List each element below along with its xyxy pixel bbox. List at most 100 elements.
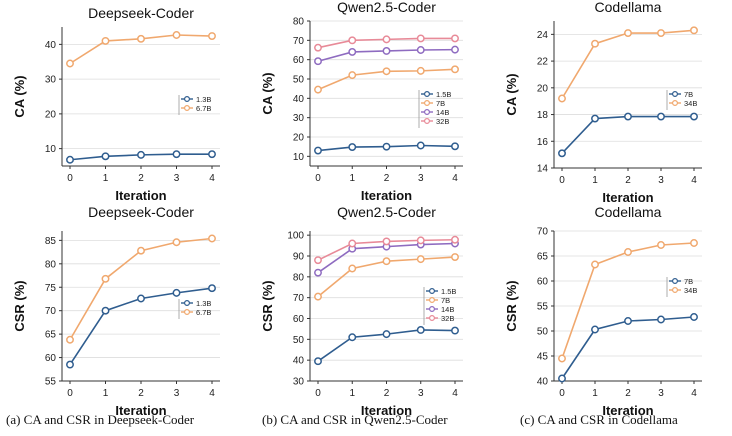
legend-label: 6.7B: [196, 104, 211, 113]
data-point-1.3B: [101, 306, 110, 315]
data-point-6.7B: [137, 246, 145, 255]
data-point-6.7B: [172, 31, 181, 39]
data-point-14B: [314, 268, 322, 277]
x-tick-label: 2: [625, 175, 631, 186]
y-tick-label: 10: [45, 144, 57, 155]
chart-title: Qwen2.5-Coder: [337, 0, 436, 15]
legend-marker: [184, 309, 191, 316]
x-tick-label: 1: [103, 388, 109, 399]
data-point-34B: [657, 29, 665, 37]
series-line-34B: [561, 242, 695, 359]
data-point-1.5B: [451, 326, 459, 335]
data-point-1.3B: [66, 360, 74, 369]
data-point-7B: [657, 112, 665, 121]
legend-label: 32B: [441, 314, 454, 323]
y-tick-label: 10: [293, 152, 305, 163]
y-tick-label: 80: [45, 259, 57, 270]
legend-label: 34B: [684, 286, 697, 295]
y-axis-label: CA (%): [260, 72, 275, 114]
legend-label: 32B: [436, 117, 449, 126]
y-tick-label: 70: [293, 293, 305, 304]
y-tick-label: 30: [293, 113, 305, 124]
data-point-1.5B: [348, 143, 357, 152]
legend-marker: [429, 315, 436, 322]
y-tick-label: 22: [537, 57, 549, 68]
caption-a: (a) CA and CSR in Deepseek-Coder: [6, 412, 195, 427]
data-point-14B: [451, 45, 459, 54]
data-point-7B: [348, 71, 357, 80]
legend-marker: [424, 99, 431, 106]
data-point-32B: [382, 35, 391, 44]
y-tick-label: 45: [537, 352, 549, 363]
x-tick-label: 0: [559, 388, 565, 399]
legend-marker: [671, 90, 678, 97]
x-tick-label: 3: [418, 388, 424, 399]
y-tick-label: 18: [537, 110, 549, 121]
y-tick-label: 24: [537, 30, 549, 41]
x-tick-label: 1: [592, 388, 598, 399]
y-tick-label: 40: [537, 377, 549, 388]
x-tick-label: 4: [691, 175, 697, 186]
data-point-32B: [314, 43, 322, 52]
data-point-7B: [558, 149, 566, 158]
legend-label: 1.5B: [441, 287, 456, 296]
y-tick-label: 40: [45, 40, 57, 51]
y-tick-label: 50: [293, 335, 305, 346]
y-tick-label: 55: [45, 377, 57, 388]
y-tick-label: 16: [537, 137, 549, 148]
y-axis-label: CA (%): [12, 75, 27, 117]
data-point-14B: [314, 57, 322, 66]
legend-marker: [429, 306, 436, 313]
x-axis-label: Iteration: [361, 188, 412, 203]
caption-b: (b) CA and CSR in Qwen2.5-Coder: [262, 412, 448, 427]
data-point-32B: [348, 36, 357, 45]
x-axis-label: Iteration: [361, 403, 412, 418]
x-tick-label: 3: [658, 388, 664, 399]
data-point-34B: [624, 29, 632, 37]
x-tick-label: 2: [138, 173, 144, 184]
data-point-6.7B: [172, 238, 181, 247]
legend-marker: [429, 297, 436, 304]
legend-label: 7B: [436, 99, 445, 108]
chart-title: Deepseek-Coder: [88, 5, 194, 21]
data-point-1.5B: [314, 146, 322, 155]
y-tick-label: 60: [45, 353, 57, 364]
data-point-1.5B: [416, 141, 425, 150]
legend-label: 34B: [684, 99, 697, 108]
x-axis-label: Iteration: [602, 190, 653, 205]
x-tick-label: 3: [418, 173, 424, 184]
y-tick-label: 85: [45, 236, 57, 247]
y-tick-label: 70: [293, 36, 305, 47]
legend-label: 1.3B: [196, 95, 211, 104]
x-axis-label: Iteration: [115, 403, 166, 418]
data-point-32B: [451, 235, 459, 244]
data-point-7B: [416, 66, 425, 75]
chart-title: Deepseek-Coder: [88, 204, 194, 220]
data-point-6.7B: [66, 59, 74, 68]
x-tick-label: 4: [209, 388, 215, 399]
data-point-7B: [314, 85, 322, 94]
data-point-1.3B: [137, 294, 145, 303]
data-point-6.7B: [208, 234, 216, 243]
y-tick-label: 40: [293, 356, 305, 367]
chart-panel-5: 40 45 50 55 60 65 70 0 1 2 3 4 Codellama Iteration CSR…: [504, 204, 702, 418]
data-point-32B: [416, 34, 425, 43]
data-point-14B: [416, 46, 425, 54]
data-point-6.7B: [101, 274, 110, 283]
y-tick-label: 30: [293, 377, 305, 388]
x-tick-label: 0: [315, 173, 321, 184]
data-point-7B: [690, 112, 698, 121]
data-point-32B: [348, 239, 357, 248]
legend-marker: [184, 300, 191, 307]
x-tick-label: 3: [174, 388, 180, 399]
x-tick-label: 2: [138, 388, 144, 399]
legend-marker: [424, 108, 431, 115]
legend-label: 1.5B: [436, 90, 451, 99]
data-point-6.7B: [137, 34, 145, 43]
y-tick-label: 60: [293, 55, 305, 66]
chart-panel-3: 55 60 65 70 75 80 85 0 1 2 3 4 Deepseek-Coder Iterati…: [12, 204, 220, 418]
chart-title: Codellama: [595, 204, 662, 220]
legend-label: 7B: [441, 296, 450, 305]
y-tick-label: 60: [537, 277, 549, 288]
